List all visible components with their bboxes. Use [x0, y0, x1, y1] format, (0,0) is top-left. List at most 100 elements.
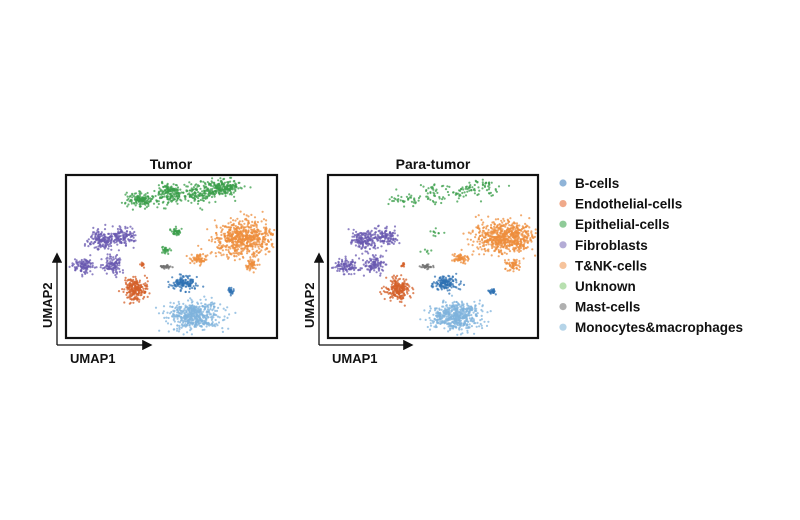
cell-point [126, 226, 129, 229]
cell-point [215, 314, 218, 317]
cell-point [482, 230, 485, 233]
cell-point [217, 183, 220, 186]
cell-point [369, 233, 372, 236]
cell-point [505, 238, 508, 241]
cell-point [360, 237, 363, 240]
cell-point [400, 296, 403, 299]
cell-point [209, 316, 212, 319]
cell-point [110, 232, 113, 235]
cell-point [246, 250, 249, 253]
cell-point [203, 194, 206, 197]
cell-point [503, 219, 506, 222]
cell-point [157, 184, 160, 187]
cell-point [256, 263, 259, 266]
cell-point [257, 258, 260, 261]
cell-point [177, 309, 180, 312]
cell-point [518, 247, 521, 251]
cell-point [384, 291, 387, 294]
cell-point [251, 265, 254, 268]
cell-point [417, 199, 420, 202]
cell-point [211, 301, 214, 304]
cell-point [185, 324, 188, 327]
cell-point [179, 306, 182, 310]
cell-point [176, 186, 180, 189]
cell-point [433, 194, 437, 198]
cell-point [82, 260, 85, 263]
cell-point [220, 254, 223, 257]
cell-point [235, 183, 238, 186]
cell-point [180, 326, 183, 329]
cell-point [226, 234, 229, 237]
cell-point [91, 273, 94, 276]
cell-point [182, 302, 185, 305]
cell-point [468, 185, 471, 188]
cell-point [494, 242, 497, 245]
cell-point [110, 244, 113, 248]
cell-point [525, 237, 529, 240]
cell-point [162, 207, 166, 210]
cell-point [436, 282, 439, 285]
cell-point [226, 306, 229, 309]
cell-point [239, 231, 242, 234]
cell-point [267, 240, 270, 243]
cell-point [396, 297, 399, 300]
cell-point [179, 231, 182, 234]
cell-point [334, 262, 337, 265]
cell-point [522, 237, 525, 240]
cell-point [402, 286, 405, 290]
cell-point [471, 320, 474, 323]
cell-point [83, 244, 86, 247]
cell-point [347, 260, 350, 264]
cell-point [523, 229, 526, 232]
cell-point [220, 190, 223, 193]
cell-point [102, 233, 106, 236]
cell-point [214, 237, 217, 240]
cell-point [138, 192, 141, 195]
cell-point [365, 232, 368, 235]
cell-point [376, 264, 379, 267]
cell-point [338, 269, 341, 272]
cell-point [189, 278, 192, 281]
cell-point [342, 268, 345, 271]
cell-point [169, 197, 172, 200]
cell-point [201, 305, 204, 308]
cell-point [487, 234, 490, 237]
cell-point [509, 240, 512, 243]
cell-point [122, 239, 125, 242]
cell-point [97, 245, 100, 248]
cell-point [462, 188, 465, 191]
cell-point [132, 236, 135, 239]
cell-point [255, 223, 258, 226]
cell-point [355, 230, 358, 233]
cell-point [114, 257, 117, 260]
cell-point [219, 184, 222, 187]
cell-point [183, 312, 186, 315]
cell-point [405, 278, 408, 281]
cell-point [100, 240, 103, 243]
cell-point [490, 181, 493, 184]
cell-point [132, 195, 136, 198]
cell-point [232, 241, 235, 245]
cell-point [485, 243, 488, 246]
cell-point [510, 239, 513, 242]
cell-point [453, 259, 456, 262]
cell-point [92, 242, 95, 245]
cell-point [236, 225, 239, 228]
cell-point [178, 328, 181, 331]
cell-point [412, 201, 415, 204]
cell-point [374, 233, 377, 236]
cell-point [219, 241, 222, 244]
cell-point [199, 310, 202, 313]
cell-point [441, 198, 444, 201]
cell-point [487, 215, 490, 218]
cell-point [139, 289, 142, 292]
cell-point [364, 242, 367, 245]
cell-point [448, 289, 451, 292]
cell-point [380, 234, 384, 237]
cell-point [376, 259, 380, 262]
cell-point [450, 277, 453, 280]
cell-point [99, 243, 102, 246]
cell-point [476, 321, 479, 324]
cell-point [252, 236, 255, 240]
cell-point [241, 235, 244, 238]
